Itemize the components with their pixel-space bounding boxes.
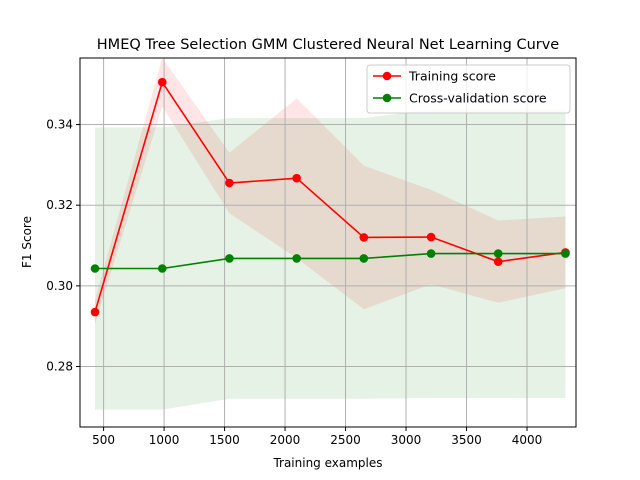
legend-label-0: Training score bbox=[408, 69, 496, 84]
point-series-1-6 bbox=[493, 249, 503, 258]
point-series-1-3 bbox=[292, 254, 301, 263]
y-tick-label-3: 0.34 bbox=[46, 118, 73, 132]
line-series-0 bbox=[94, 80, 566, 313]
legend-box bbox=[366, 64, 571, 114]
x-tick-label-2: 1500 bbox=[209, 433, 240, 447]
chart-title: HMEQ Tree Selection GMM Clustered Neural… bbox=[97, 37, 560, 53]
band-series-0 bbox=[95, 58, 566, 325]
point-series-0-1 bbox=[157, 77, 167, 87]
legend-marker-1 bbox=[382, 93, 392, 103]
y-tick-label-0: 0.28 bbox=[46, 360, 73, 374]
point-series-1-0 bbox=[90, 264, 100, 273]
point-series-0-0 bbox=[90, 307, 100, 317]
x-tick-label-3: 2000 bbox=[270, 433, 301, 447]
x-tick-label-6: 3500 bbox=[451, 433, 482, 447]
point-series-1-7 bbox=[561, 249, 570, 258]
line-series-1 bbox=[95, 252, 566, 270]
x-tick-label-5: 3000 bbox=[391, 433, 422, 447]
point-series-0-2 bbox=[225, 178, 234, 188]
point-series-0-4 bbox=[359, 233, 369, 242]
legend: Training score Cross-validation score bbox=[366, 64, 571, 114]
band-series-1 bbox=[95, 109, 566, 410]
series-lines bbox=[94, 80, 566, 313]
confidence-bands bbox=[95, 58, 566, 410]
x-tick-label-7: 4000 bbox=[512, 433, 543, 447]
grid-lines bbox=[80, 58, 576, 427]
plot-frame bbox=[79, 57, 577, 428]
point-series-1-2 bbox=[225, 254, 234, 263]
point-series-0-6 bbox=[493, 257, 503, 266]
y-axis-ticks: 0.28 0.30 0.32 0.34 bbox=[46, 118, 80, 374]
y-tick-label-2: 0.32 bbox=[46, 198, 73, 212]
point-series-1-1 bbox=[157, 264, 167, 273]
legend-label-1: Cross-validation score bbox=[409, 91, 547, 106]
point-series-1-5 bbox=[426, 249, 436, 258]
x-tick-label-1: 1000 bbox=[149, 433, 180, 447]
x-axis-label: Training examples bbox=[272, 456, 382, 470]
y-tick-label-1: 0.30 bbox=[46, 279, 73, 293]
y-axis-label: F1 Score bbox=[20, 216, 34, 268]
point-series-1-4 bbox=[359, 254, 369, 263]
series-points bbox=[90, 77, 570, 317]
x-axis-ticks: 500 1000 1500 2000 2500 3000 3500 4000 bbox=[92, 427, 542, 447]
legend-marker-0 bbox=[382, 71, 392, 81]
x-tick-label-4: 2500 bbox=[330, 433, 361, 447]
x-tick-label-0: 500 bbox=[92, 433, 115, 447]
point-series-0-5 bbox=[426, 232, 436, 242]
point-series-0-3 bbox=[292, 173, 301, 183]
